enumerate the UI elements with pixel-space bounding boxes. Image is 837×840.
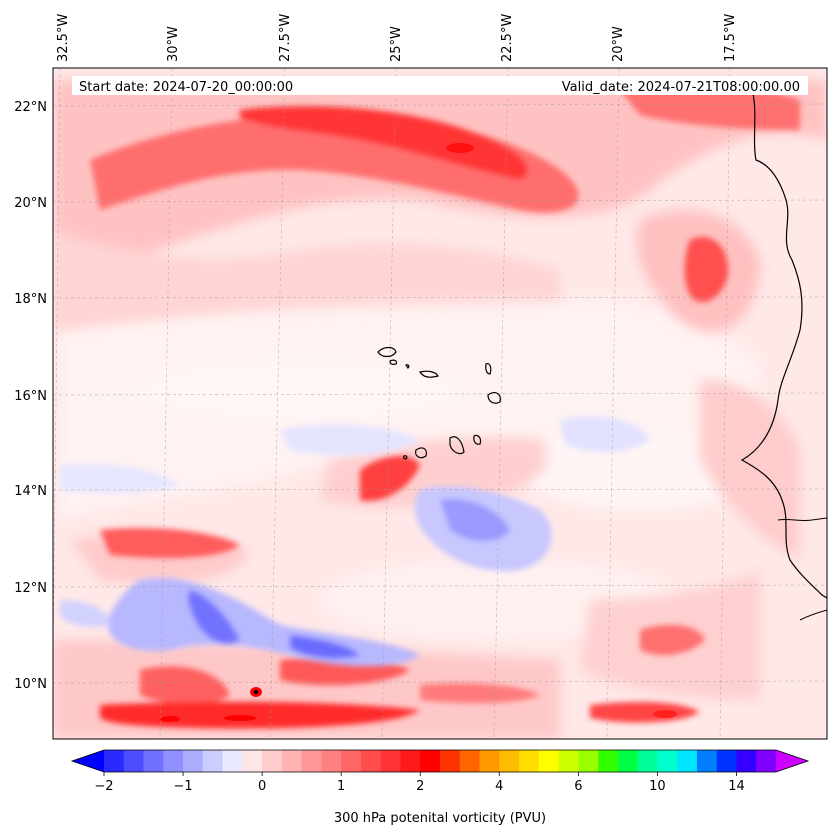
colorbar-segment xyxy=(262,750,283,772)
latitude-labels: 22°N 20°N 18°N 16°N 14°N 12°N 10°N xyxy=(14,100,47,692)
lat-label: 14°N xyxy=(14,484,47,499)
colorbar-segment xyxy=(736,750,757,772)
map-frame xyxy=(52,67,828,740)
colorbar-segment xyxy=(242,750,263,772)
colorbar-segment xyxy=(380,750,401,772)
colorbar-segments xyxy=(104,750,777,772)
colorbar-segment xyxy=(519,750,540,772)
lon-label: 30°W xyxy=(166,26,181,62)
lon-label: 32.5°W xyxy=(56,14,71,62)
longitude-labels: 32.5°W 30°W 27.5°W 25°W 22.5°W 20°W 17.5… xyxy=(56,14,738,62)
start-date-label: Start date: 2024-07-20_00:00:00 xyxy=(79,80,293,95)
colorbar-tick-label: 2 xyxy=(416,779,424,794)
colorbar-segment xyxy=(578,750,599,772)
colorbar-segment xyxy=(637,750,658,772)
colorbar-segment xyxy=(459,750,481,772)
valid-date-label: Valid_date: 2024-07-21T08:00:00.00 xyxy=(562,80,800,95)
lon-label: 27.5°W xyxy=(278,14,293,62)
lon-label: 17.5°W xyxy=(723,14,738,62)
colorbar-label: 300 hPa potenital vorticity (PVU) xyxy=(334,811,546,826)
colorbar-segment xyxy=(321,750,342,772)
lat-label: 20°N xyxy=(14,196,47,211)
colorbar-tick-label: 10 xyxy=(649,779,666,794)
lat-label: 18°N xyxy=(14,292,47,307)
colorbar-tick-label: 4 xyxy=(495,779,503,794)
lat-label: 12°N xyxy=(14,581,47,596)
colorbar-segment xyxy=(716,750,737,772)
pv-high-areas xyxy=(90,84,800,729)
colorbar-segment xyxy=(202,750,224,772)
colorbar: −2 −1 0 1 2 4 6 10 14 300 hPa potenital vorticit… xyxy=(70,749,810,826)
lat-label: 22°N xyxy=(14,100,47,115)
header-box xyxy=(72,76,808,95)
colorbar-segment xyxy=(163,750,184,772)
colorbar-segment xyxy=(617,750,639,772)
colorbar-tick-label: −1 xyxy=(173,779,192,794)
pv-low-areas xyxy=(60,298,760,640)
lon-label: 20°W xyxy=(611,26,626,62)
colorbar-segment xyxy=(123,750,145,772)
lat-label: 16°N xyxy=(14,389,47,404)
colorbar-segment xyxy=(558,750,579,772)
colorbar-tick-label: 1 xyxy=(337,779,345,794)
colorbar-segment xyxy=(538,750,560,772)
pv-maxima xyxy=(160,143,677,722)
lon-label: 25°W xyxy=(389,26,404,62)
colorbar-segment xyxy=(677,750,698,772)
colorbar-segment xyxy=(440,750,461,772)
colorbar-segment xyxy=(222,750,243,772)
colorbar-ticks: −2 −1 0 1 2 4 6 10 14 xyxy=(94,772,745,794)
pv-field xyxy=(53,68,827,739)
colorbar-segment xyxy=(360,750,382,772)
lat-label: 10°N xyxy=(14,677,47,692)
gambia-coast xyxy=(777,517,827,522)
colorbar-segment xyxy=(183,750,204,772)
colorbar-segment xyxy=(598,750,619,772)
colorbar-min-extend xyxy=(72,750,104,772)
cape-verde-islands xyxy=(377,346,501,460)
colorbar-segment xyxy=(479,750,500,772)
colorbar-max-extend xyxy=(776,750,808,772)
colorbar-segment xyxy=(657,750,678,772)
colorbar-tick-label: 6 xyxy=(574,779,582,794)
lon-label: 22.5°W xyxy=(500,14,515,62)
colorbar-segment xyxy=(499,750,520,772)
colorbar-segment xyxy=(143,750,164,772)
colorbar-segment xyxy=(400,750,421,772)
colorbar-segment xyxy=(420,750,441,772)
colorbar-segment xyxy=(301,750,322,772)
colorbar-segment xyxy=(341,750,362,772)
colorbar-tick-label: 14 xyxy=(728,779,745,794)
colorbar-segment xyxy=(696,750,718,772)
colorbar-segment xyxy=(281,750,303,772)
colorbar-tick-label: −2 xyxy=(94,779,113,794)
africa-coastline xyxy=(740,89,827,599)
colorbar-segment xyxy=(756,750,777,772)
guinea-coast xyxy=(799,609,827,621)
colorbar-tick-label: 0 xyxy=(258,779,266,794)
colorbar-segment xyxy=(104,750,125,772)
pv-negative-areas xyxy=(60,416,650,667)
